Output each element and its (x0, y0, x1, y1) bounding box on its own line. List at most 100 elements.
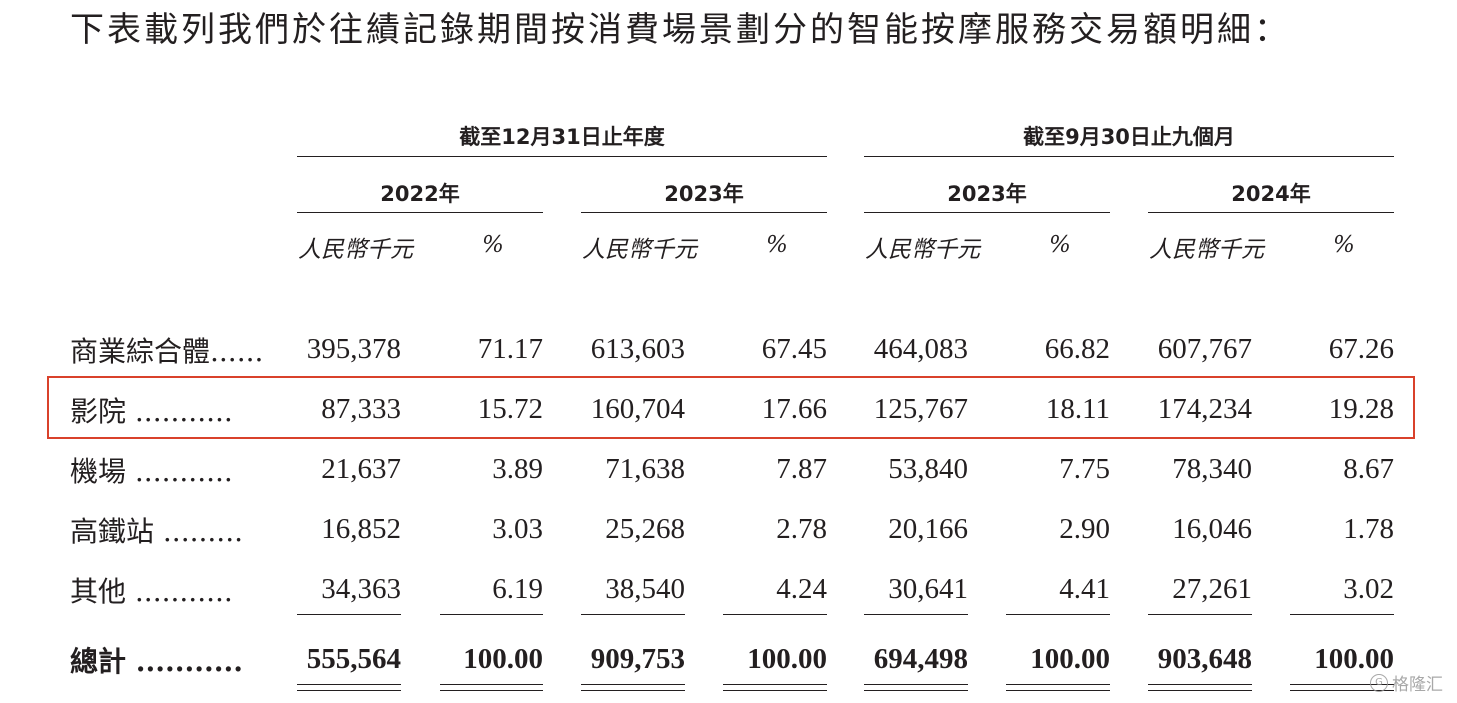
amount-cell: 27,261 (1172, 573, 1252, 605)
amount-cell: 464,083 (873, 333, 968, 365)
total-double-rule (1148, 690, 1252, 691)
total-double-rule (1006, 690, 1110, 691)
percent-cell: 100.00 (463, 643, 543, 675)
intro-text: 下表載列我們於往績記錄期間按消費場景劃分的智能按摩服務交易額明細： (70, 10, 1291, 50)
row-label: 機場 ........... (70, 455, 233, 488)
amount-cell: 607,767 (1157, 333, 1252, 365)
unit-amount: 人民幣千元 (582, 237, 697, 263)
total-double-rule (297, 684, 401, 685)
percent-cell: 15.72 (477, 393, 543, 425)
total-double-rule (1290, 684, 1394, 685)
percent-cell: 2.78 (776, 513, 827, 545)
percent-cell: 67.45 (761, 333, 827, 365)
amount-cell: 694,498 (873, 643, 968, 675)
subtotal-rule (1290, 614, 1394, 615)
total-double-rule (440, 684, 543, 685)
amount-cell: 25,268 (605, 513, 685, 545)
row-label: 商業綜合體...... (70, 335, 264, 368)
percent-cell: 100.00 (747, 643, 827, 675)
amount-cell: 38,540 (605, 573, 685, 605)
total-double-rule (440, 690, 543, 691)
group-header-fy: 截至12月31日止年度 (459, 125, 665, 149)
percent-cell: 67.26 (1328, 333, 1394, 365)
total-double-rule (864, 684, 968, 685)
amount-cell: 909,753 (590, 643, 685, 675)
percent-cell: 4.41 (1059, 573, 1110, 605)
percent-cell: 17.66 (761, 393, 827, 425)
total-double-rule (723, 684, 827, 685)
amount-cell: 903,648 (1157, 643, 1252, 675)
total-double-rule (1148, 684, 1252, 685)
subtotal-rule (297, 614, 401, 615)
amount-cell: 613,603 (590, 333, 685, 365)
year-header: 2022年 (380, 182, 460, 206)
watermark-text: 格隆汇 (1392, 675, 1443, 695)
group-rule-9m (864, 156, 1394, 157)
row-label: 影院 ........... (70, 395, 233, 428)
group-rule-fy (297, 156, 827, 157)
percent-cell: 3.89 (492, 453, 543, 485)
subtotal-rule (864, 614, 968, 615)
unit-amount: 人民幣千元 (865, 237, 980, 263)
percent-cell: 7.87 (776, 453, 827, 485)
gelonghui-logo-icon: G (1370, 673, 1388, 692)
amount-cell: 555,564 (306, 643, 401, 675)
unit-amount: 人民幣千元 (298, 237, 413, 263)
year-header: 2023年 (947, 182, 1027, 206)
total-double-rule (723, 690, 827, 691)
row-label: 其他 ........... (70, 575, 233, 608)
amount-cell: 16,046 (1172, 513, 1252, 545)
amount-cell: 53,840 (888, 453, 968, 485)
subtotal-rule (581, 614, 685, 615)
amount-cell: 30,641 (888, 573, 968, 605)
watermark: G 格隆汇 (1370, 670, 1443, 695)
amount-cell: 16,852 (321, 513, 401, 545)
group-header-9m: 截至9月30日止九個月 (1023, 125, 1235, 149)
year-header: 2024年 (1231, 182, 1311, 206)
row-label: 總計 ........... (70, 645, 243, 678)
percent-cell: 2.90 (1059, 513, 1110, 545)
amount-cell: 125,767 (873, 393, 968, 425)
subtotal-rule (1148, 614, 1252, 615)
total-double-rule (864, 690, 968, 691)
percent-cell: 8.67 (1343, 453, 1394, 485)
percent-cell: 18.11 (1045, 393, 1110, 425)
total-double-rule (581, 690, 685, 691)
row-label: 高鐵站 ......... (70, 515, 244, 548)
total-double-rule (581, 684, 685, 685)
amount-cell: 87,333 (321, 393, 401, 425)
percent-cell: 1.78 (1343, 513, 1394, 545)
highlight-box (47, 376, 1415, 439)
percent-cell: 71.17 (477, 333, 543, 365)
amount-cell: 21,637 (321, 453, 401, 485)
year-rule (297, 212, 543, 213)
unit-pct: % (482, 232, 504, 258)
subtotal-rule (723, 614, 827, 615)
percent-cell: 100.00 (1030, 643, 1110, 675)
amount-cell: 34,363 (321, 573, 401, 605)
subtotal-rule (1006, 614, 1110, 615)
unit-pct: % (766, 232, 788, 258)
total-double-rule (297, 690, 401, 691)
amount-cell: 174,234 (1157, 393, 1252, 425)
year-rule (581, 212, 827, 213)
total-double-rule (1006, 684, 1110, 685)
percent-cell: 66.82 (1044, 333, 1110, 365)
percent-cell: 100.00 (1314, 643, 1394, 675)
amount-cell: 20,166 (888, 513, 968, 545)
unit-pct: % (1049, 232, 1071, 258)
percent-cell: 4.24 (776, 573, 827, 605)
subtotal-rule (440, 614, 543, 615)
amount-cell: 78,340 (1172, 453, 1252, 485)
unit-pct: % (1333, 232, 1355, 258)
amount-cell: 160,704 (590, 393, 685, 425)
percent-cell: 3.02 (1343, 573, 1394, 605)
year-header: 2023年 (664, 182, 744, 206)
year-rule (1148, 212, 1394, 213)
percent-cell: 3.03 (492, 513, 543, 545)
percent-cell: 19.28 (1328, 393, 1394, 425)
percent-cell: 6.19 (492, 573, 543, 605)
total-double-rule (1290, 690, 1394, 691)
unit-amount: 人民幣千元 (1149, 237, 1264, 263)
percent-cell: 7.75 (1059, 453, 1110, 485)
